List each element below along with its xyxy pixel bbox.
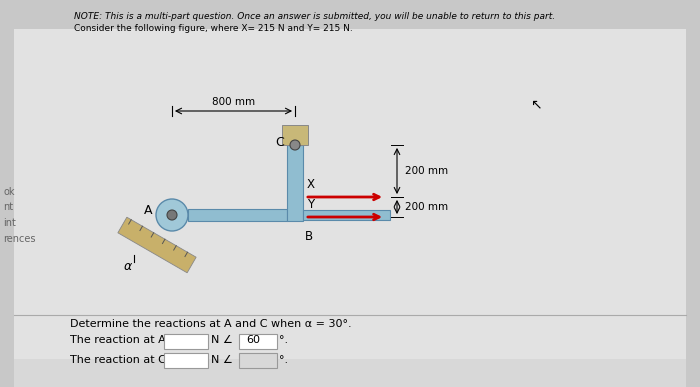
- Bar: [188, 209, 287, 221]
- Text: 200 mm: 200 mm: [405, 166, 448, 176]
- FancyBboxPatch shape: [164, 334, 208, 349]
- Text: α: α: [124, 260, 132, 274]
- Text: N ∠: N ∠: [211, 355, 233, 365]
- Text: C: C: [275, 137, 284, 149]
- Bar: [282, 125, 308, 145]
- Text: °.: °.: [279, 335, 288, 345]
- Text: 800 mm: 800 mm: [212, 97, 255, 107]
- Text: 200 mm: 200 mm: [405, 202, 448, 212]
- Text: A: A: [144, 204, 153, 217]
- Bar: [303, 210, 390, 220]
- Text: The reaction at C =: The reaction at C =: [70, 355, 178, 365]
- Text: N ∠: N ∠: [211, 335, 233, 345]
- Text: 60: 60: [246, 335, 260, 345]
- Text: rences: rences: [3, 234, 36, 244]
- Text: NOTE: This is a multi-part question. Once an answer is submitted, you will be un: NOTE: This is a multi-part question. Onc…: [74, 12, 555, 21]
- Circle shape: [167, 210, 177, 220]
- Text: Y: Y: [307, 198, 314, 211]
- Text: °.: °.: [279, 355, 288, 365]
- Bar: [14, 359, 686, 387]
- FancyBboxPatch shape: [164, 353, 208, 368]
- Text: B: B: [305, 230, 313, 243]
- Text: Determine the reactions at A and C when α = 30°.: Determine the reactions at A and C when …: [70, 319, 351, 329]
- Text: The reaction at A =: The reaction at A =: [70, 335, 178, 345]
- Circle shape: [290, 140, 300, 150]
- Bar: [14, 29, 686, 359]
- FancyBboxPatch shape: [239, 353, 277, 368]
- Text: nt: nt: [3, 202, 13, 212]
- Text: int: int: [3, 218, 16, 228]
- Text: ok: ok: [3, 187, 15, 197]
- Text: Consider the following figure, where X= 215 N and Y= 215 N.: Consider the following figure, where X= …: [74, 24, 353, 33]
- FancyBboxPatch shape: [239, 334, 277, 349]
- Circle shape: [156, 199, 188, 231]
- Bar: [118, 217, 196, 273]
- Bar: [287, 145, 303, 221]
- Text: ↖: ↖: [530, 97, 542, 111]
- Text: X: X: [307, 178, 315, 191]
